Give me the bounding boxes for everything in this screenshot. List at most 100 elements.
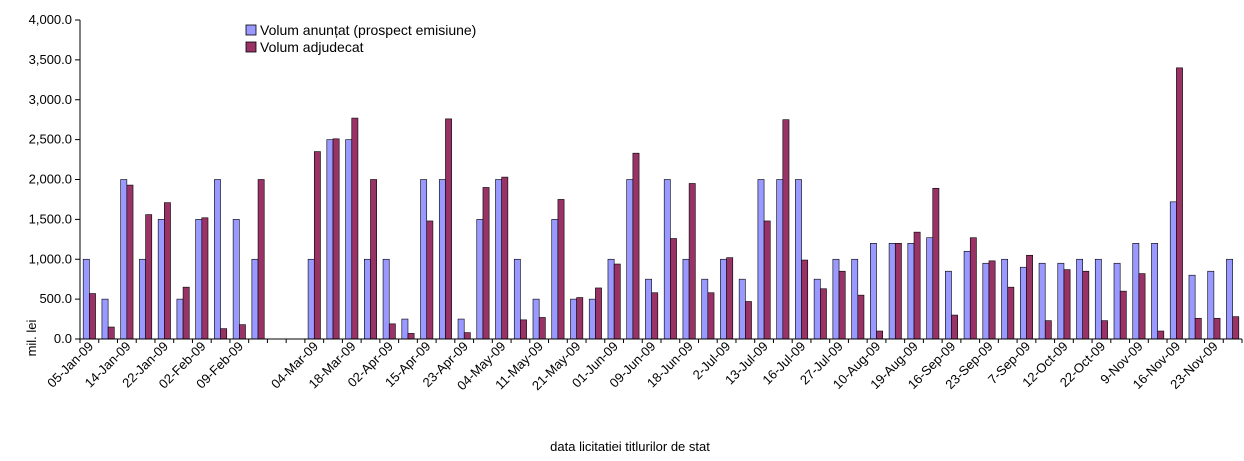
bar-volum-anuntat [626,179,634,340]
y-tick-label: 1,500.0 [29,211,72,226]
bar-volum-anuntat [345,139,353,340]
legend-swatch-volum-adjudecat [245,41,257,53]
bar-volum-anuntat [157,219,165,340]
bar-volum-anuntat [982,262,990,340]
bar-volum-adjudecat [1082,270,1090,340]
bar-volum-adjudecat [782,119,790,340]
bar-volum-adjudecat [726,257,734,340]
bar-volum-anuntat [382,258,390,340]
bar-volum-adjudecat [463,332,471,340]
bar-volum-adjudecat [1232,316,1240,340]
bar-volum-anuntat [1057,262,1065,340]
bar-volum-adjudecat [445,118,452,340]
bar-volum-adjudecat [932,187,940,340]
bar-volum-anuntat [1207,270,1215,340]
legend: Volum anunțat (prospect emisiune)Volum a… [245,22,476,55]
bar-volum-adjudecat [89,293,96,340]
bar-volum-anuntat [795,179,802,340]
bar-volum-anuntat [532,298,540,340]
y-tick-label: 4,000.0 [29,12,72,27]
bar-volum-adjudecat [145,214,153,340]
bar-volum-adjudecat [969,237,977,340]
bar-volum-adjudecat [988,260,996,340]
bar-volum-anuntat [476,219,484,340]
bar-volum-anuntat [832,258,840,340]
bar-volum-anuntat [364,258,371,340]
bar-volum-adjudecat [370,179,377,340]
bar-volum-adjudecat [745,301,752,340]
bar-volum-adjudecat [182,286,190,340]
bar-volum-anuntat [251,258,259,340]
bar-volum-anuntat [776,179,784,340]
bar-volum-adjudecat [820,288,827,340]
x-axis-label: data licitatiei titlurilor de stat [550,439,710,454]
bar-volum-adjudecat [332,138,340,340]
bar-volum-adjudecat [801,259,809,340]
bar-volum-adjudecat [670,238,677,340]
bar-volum-anuntat [851,258,859,340]
bar-volum-anuntat [195,219,203,340]
bar-volum-adjudecat [201,217,209,340]
bar-volum-adjudecat [1194,317,1202,340]
bar-volum-adjudecat [520,319,527,340]
bar-volum-anuntat [307,258,315,340]
bar-volum-adjudecat [313,151,321,340]
bar-volum-anuntat [551,219,559,340]
bar-volum-anuntat [101,298,109,340]
bar-volum-anuntat [82,258,90,340]
bar-volum-anuntat [663,179,671,340]
legend-swatch-volum-anuntat [245,24,257,36]
bar-volum-anuntat [176,298,184,340]
legend-label-volum-adjudecat: Volum adjudecat [260,39,364,55]
bar-volum-anuntat [607,258,615,340]
bar-volum-adjudecat [838,270,846,340]
bar-volum-anuntat [682,258,690,340]
bar-volum-anuntat [645,278,652,340]
bar-volum-anuntat [870,243,877,340]
bar-volum-adjudecat [126,184,134,340]
bar-volum-anuntat [1188,274,1196,340]
bar-volum-anuntat [420,179,428,340]
bar-volum-adjudecat [407,333,415,340]
bar-volum-adjudecat [1138,273,1146,340]
bar-volum-adjudecat [107,326,115,340]
bar-volum-anuntat [513,258,521,340]
bar-volum-adjudecat [1026,254,1033,340]
bar-volum-adjudecat [913,231,921,340]
bar-volum-anuntat [720,258,727,340]
y-ticks: 0.0 500.0 1,000.0 1,500.0 2,000.0 2,500.0 3,00… [29,12,80,346]
bar-volum-adjudecat [894,243,902,340]
bar-volum-anuntat [1226,258,1233,340]
bar-volum-anuntat [1038,262,1046,340]
bar-volum-anuntat [326,139,334,340]
bar-volum-anuntat [495,179,502,340]
bar-volum-adjudecat [632,152,640,340]
bar-volum-adjudecat [482,187,490,340]
bars-layer [82,67,1240,340]
bar-volum-adjudecat [595,287,602,340]
bar-volum-adjudecat [1044,320,1052,340]
bar-volum-adjudecat [538,317,546,340]
bar-volum-anuntat [907,243,915,340]
bar-volum-anuntat [888,243,896,340]
bar-volum-adjudecat [351,117,359,340]
bar-volum-anuntat [588,298,596,340]
bar-volum-anuntat [738,278,746,340]
bar-volum-anuntat [1113,262,1121,340]
bar-volum-anuntat [1019,266,1027,340]
bar-volum-adjudecat [501,176,509,340]
bar-volum-adjudecat [857,294,865,340]
bar-volum-anuntat [1151,243,1158,340]
bar-volum-anuntat [963,250,971,340]
bar-volum-adjudecat [220,328,228,340]
bar-volum-anuntat [926,237,934,340]
bar-volum-anuntat [438,179,446,340]
bar-volum-adjudecat [651,292,659,340]
bar-volum-anuntat [701,278,709,340]
bar-volum-adjudecat [426,220,434,340]
bar-volum-anuntat [457,318,465,340]
bar-volum-adjudecat [576,297,584,340]
bar-volum-anuntat [945,270,952,340]
bar-volum-adjudecat [763,220,771,340]
